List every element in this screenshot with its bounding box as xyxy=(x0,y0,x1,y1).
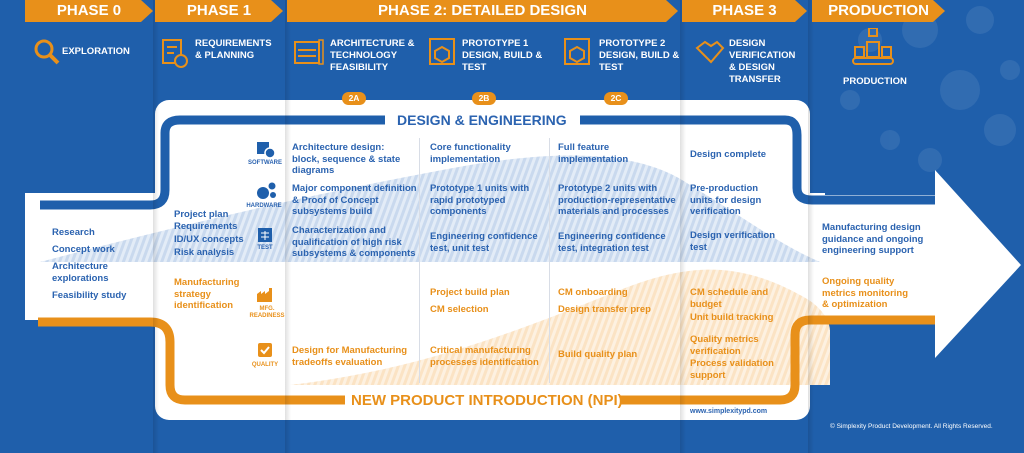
phase1-item: Project plan xyxy=(174,209,229,220)
2c-software: Full feature implementation xyxy=(558,142,629,165)
p3-test: Design verification test xyxy=(690,230,775,253)
badge-2c: 2C xyxy=(604,92,628,105)
phase1-item: Requirements xyxy=(174,221,238,232)
2b-hardware: Prototype 1 units with rapid prototyped … xyxy=(430,183,530,217)
2c-quality: Build quality plan xyxy=(558,349,638,360)
phase-0-header: PHASE 0 xyxy=(25,0,153,22)
p3-quality: Quality metrics verification xyxy=(690,334,759,357)
2b-test: Engineering confidence test, unit test xyxy=(430,231,538,254)
p3-mfg: CM schedule and budget xyxy=(690,287,769,310)
category-quality: QUALITY xyxy=(251,362,279,368)
p3-mfg: Unit build tracking xyxy=(690,312,774,323)
stage-exploration: EXPLORATION xyxy=(62,46,130,57)
checklist-icon xyxy=(162,39,188,68)
design-engineering-title: DESIGN & ENGINEERING xyxy=(397,112,567,128)
production-header: PRODUCTION xyxy=(812,0,945,22)
phase1-npi: Manufacturing strategy identification xyxy=(174,277,240,311)
phase-3-header: PHASE 3 xyxy=(682,0,807,22)
software-icon xyxy=(257,142,276,158)
factory-icon xyxy=(257,288,272,302)
3d-printer-icon xyxy=(564,38,590,65)
2c-mfg: Design transfer prep xyxy=(558,304,651,315)
stage-prototype-2: PROTOTYPE 2 DESIGN, BUILD & TEST xyxy=(599,38,680,73)
phase-1-header: PHASE 1 xyxy=(155,0,283,22)
copyright: © Simplexity Product Development. All Ri… xyxy=(830,423,993,430)
stage-production: PRODUCTION xyxy=(843,76,907,87)
2b-quality: Critical manufacturing processes identif… xyxy=(430,345,539,368)
2c-hardware: Prototype 2 units with production-repres… xyxy=(558,183,676,217)
assembly-line-icon xyxy=(852,28,894,65)
blueprint-icon xyxy=(294,39,324,65)
2b-mfg: CM selection xyxy=(430,304,489,315)
website-link[interactable]: www.simplexitypd.com xyxy=(690,408,768,415)
phase-2-header: PHASE 2: DETAILED DESIGN xyxy=(287,0,678,22)
phase0-item: Research xyxy=(52,227,95,238)
flow-arrow-shaft xyxy=(800,195,940,318)
2c-test: Engineering confidence test, integration… xyxy=(558,231,666,254)
stage-design-verification: DESIGN VERIFICATION & DESIGN TRANSFER xyxy=(729,38,796,85)
flow-arrow-head xyxy=(935,170,1021,358)
p3-hardware: Pre-production units for design verifica… xyxy=(690,183,762,217)
category-software: SOFTWARE xyxy=(248,160,282,166)
checkbox-icon xyxy=(258,343,272,357)
clipboard-icon xyxy=(258,228,272,242)
3d-printer-icon xyxy=(429,38,455,65)
stage-requirements: REQUIREMENTS & PLANNING xyxy=(195,38,272,61)
2a-software: Architecture design: block, sequence & s… xyxy=(292,142,401,176)
stage-prototype-1: PROTOTYPE 1 DESIGN, BUILD & TEST xyxy=(462,38,543,73)
npi-title: NEW PRODUCT INTRODUCTION (NPI) xyxy=(351,392,623,409)
production-design: Manufacturing design guidance and ongoin… xyxy=(822,222,924,256)
phase0-item: Architecture explorations xyxy=(52,261,109,284)
phase0-item: Feasibility study xyxy=(52,290,127,301)
2b-software: Core functionality implementation xyxy=(430,142,511,165)
2a-hardware: Major component definition & Proof of Co… xyxy=(292,183,417,217)
phase1-item: ID/UX concepts xyxy=(174,234,244,245)
p3-software: Design complete xyxy=(690,149,767,160)
handshake-icon xyxy=(695,40,725,64)
production-npi: Ongoing quality metrics monitoring & opt… xyxy=(822,276,909,310)
category-test: TEST xyxy=(257,245,273,251)
category-hardware: HARDWARE xyxy=(246,203,282,209)
2a-quality: Design for Manufacturing tradeoffs evalu… xyxy=(292,345,408,368)
gears-icon xyxy=(257,182,276,199)
2b-mfg: Project build plan xyxy=(430,287,510,298)
2c-mfg: CM onboarding xyxy=(558,287,628,298)
badge-2a: 2A xyxy=(342,92,366,105)
phase0-item: Concept work xyxy=(52,244,115,255)
stage-architecture: ARCHITECTURE & TECHNOLOGY FEASIBILITY xyxy=(330,38,415,73)
category-mfg-readiness: MFG. READINESS xyxy=(249,306,285,319)
2a-test: Characterization and qualification of hi… xyxy=(292,225,416,259)
magnifier-icon xyxy=(34,39,60,65)
p3-quality: Process validation support xyxy=(690,358,774,381)
phase1-item: Risk analysis xyxy=(174,247,235,258)
badge-2b: 2B xyxy=(472,92,496,105)
